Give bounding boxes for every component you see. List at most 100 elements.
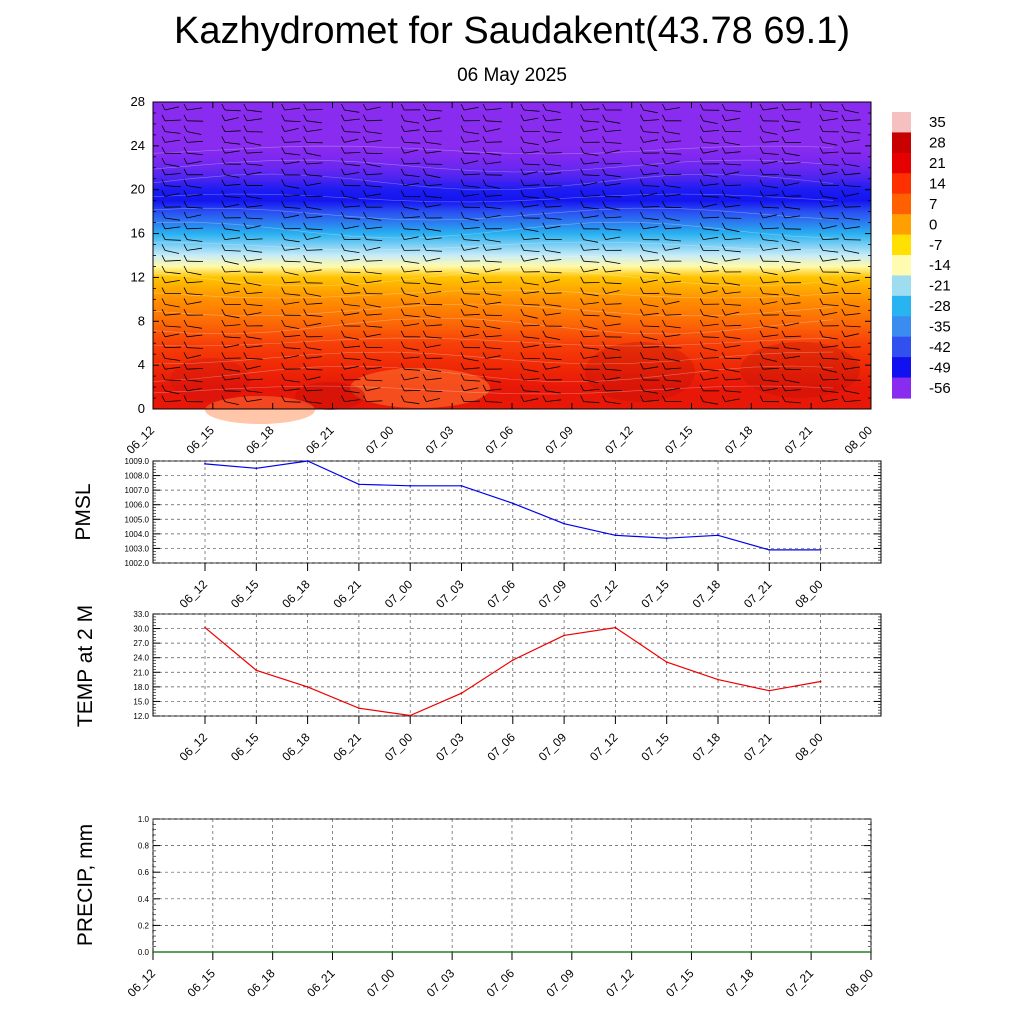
wind-barb [366, 131, 382, 134]
wind-barb [344, 312, 360, 316]
wind-barb-flag [721, 190, 726, 197]
wind-barb-flag [363, 244, 367, 251]
wind-barb [224, 196, 241, 198]
wind-barb [404, 303, 421, 305]
wind-barb [344, 109, 360, 113]
wind-barb [665, 334, 681, 338]
wind-barb-flag [363, 103, 367, 111]
wind-barb-flag [460, 276, 465, 283]
x-tick-label: 07_06 [484, 730, 518, 764]
wind-barb [665, 239, 682, 242]
wind-barb-flag [460, 298, 465, 305]
wind-barb-flag [221, 255, 226, 262]
colorbar-label: -28 [929, 298, 951, 315]
wind-barb-flag [819, 201, 824, 208]
wind-barb-flag [482, 341, 487, 348]
wind-barb-flag [520, 298, 525, 305]
wind-barb [844, 259, 861, 262]
wind-barb [545, 205, 562, 208]
wind-barb-flag [341, 125, 345, 132]
data-point [511, 502, 514, 505]
wind-barb-flag [422, 211, 427, 219]
wind-barb-flag [662, 244, 666, 251]
wind-barb [703, 323, 719, 327]
wind-barb [784, 162, 801, 165]
temperature-contour [152, 255, 834, 269]
wind-barb-flag [699, 395, 704, 402]
wind-barb-flag [781, 298, 786, 305]
wind-barb [643, 109, 658, 114]
wind-barb-flag [640, 244, 644, 251]
wind-barb-flag [602, 157, 606, 165]
wind-barb-flag [221, 244, 226, 251]
wind-barb [284, 194, 301, 197]
wind-barb [583, 314, 600, 317]
wind-barb-flag [662, 363, 666, 370]
wind-barb-flag [161, 255, 166, 262]
wind-barb [485, 206, 502, 209]
data-point [819, 680, 822, 683]
wind-barb-flag [341, 157, 345, 165]
wind-barb [306, 401, 323, 404]
wind-barb-flag [602, 276, 606, 283]
wind-barb-flag [520, 265, 525, 273]
wind-barb-flag [580, 319, 584, 327]
wind-barb-flag [520, 276, 525, 283]
wind-barb [485, 347, 502, 350]
data-point [409, 714, 412, 717]
y-tick-label: 0.4 [138, 895, 150, 904]
temperature-contour [152, 173, 834, 191]
wind-barb [523, 282, 539, 286]
colorbar-label: -49 [929, 359, 951, 376]
wind-barb-flag [759, 298, 764, 305]
wind-barb-flag [303, 265, 307, 273]
wind-barb [523, 204, 539, 208]
wind-barb-flag [482, 298, 487, 305]
wind-barb-flag [520, 157, 525, 165]
wind-barb [224, 228, 240, 232]
wind-barb-flag [303, 179, 307, 186]
wind-barb-flag [482, 265, 487, 273]
wind-barb-flag [281, 211, 285, 219]
wind-barb-flag [699, 201, 704, 208]
wind-barb [784, 347, 801, 350]
wind-barb [844, 358, 861, 361]
wind-barb-flag [640, 319, 644, 327]
wind-barb [725, 250, 741, 253]
wind-barb-flag [460, 114, 465, 121]
wind-barb-flag [721, 233, 726, 240]
wind-barb [306, 376, 321, 381]
wind-barb [344, 304, 360, 307]
panel-temp-at-2-m: 12.0 15.0 18.0 21.0 24.0 27.0 30.0 33.0 06_12 06_… [74, 605, 882, 764]
wind-barb-flag [482, 352, 487, 359]
wind-barb-flag [819, 190, 824, 197]
wind-barb [545, 358, 562, 361]
wind-barb-flag [422, 222, 427, 229]
temperature-anomaly [350, 368, 490, 408]
data-point [331, 951, 334, 953]
wind-barb [545, 312, 561, 316]
wind-barb [703, 377, 719, 381]
wind-barb [643, 366, 659, 370]
wind-barb [344, 152, 361, 154]
wind-barb [725, 196, 741, 199]
colorbar-label: -56 [929, 380, 951, 397]
wind-barb [246, 118, 262, 122]
wind-barb [844, 163, 860, 167]
wind-barb [583, 260, 600, 263]
wind-barb-flag [303, 363, 307, 370]
wind-barb-flag [841, 276, 846, 283]
wind-barb-flag [281, 147, 285, 154]
wind-barb-flag [819, 298, 824, 305]
wind-barb-flag [781, 222, 786, 229]
wind-barb-flag [602, 352, 606, 359]
wind-barb [605, 260, 621, 264]
wind-barb-flag [341, 211, 345, 219]
wind-barb [605, 228, 622, 231]
wind-barb-flag [662, 330, 666, 337]
wind-barb-flag [542, 298, 547, 305]
wind-barb-flag [400, 103, 405, 111]
wind-barb [224, 401, 239, 405]
wind-barb-flag [781, 363, 786, 370]
wind-barb [186, 379, 203, 383]
